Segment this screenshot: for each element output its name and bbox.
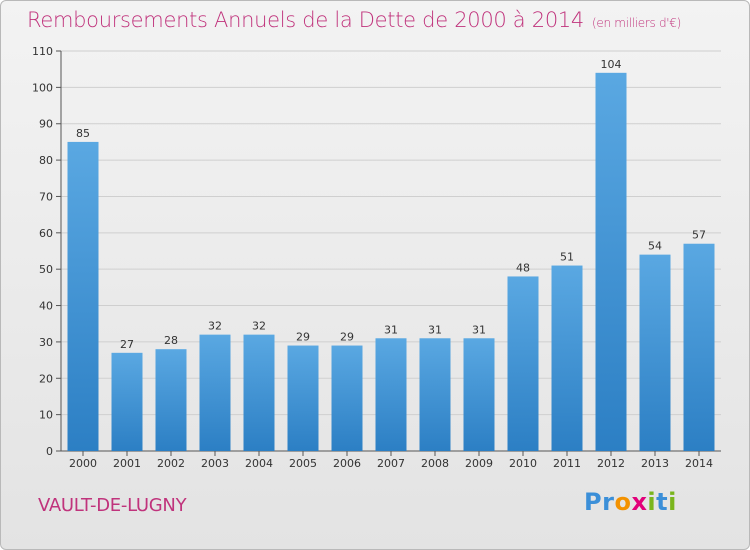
x-tick-label: 2003 (201, 457, 229, 470)
x-tick-label: 2005 (289, 457, 317, 470)
logo-letter: r (602, 488, 615, 516)
bar (287, 345, 319, 451)
bar-value-label: 29 (340, 331, 354, 344)
logo-letter: P (584, 488, 603, 516)
y-tick-label: 110 (32, 45, 53, 58)
bar (375, 338, 407, 451)
x-tick-label: 2000 (69, 457, 97, 470)
bar-value-label: 27 (120, 338, 134, 351)
bar (243, 334, 275, 451)
x-tick-label: 2009 (465, 457, 493, 470)
chart-title: Remboursements Annuels de la Dette de 20… (27, 8, 681, 32)
y-tick-label: 10 (39, 409, 53, 422)
x-tick-label: 2010 (509, 457, 537, 470)
bar-value-label: 28 (164, 334, 178, 347)
bar-value-label: 32 (252, 320, 266, 333)
logo-letter: o (614, 488, 632, 516)
y-tick-label: 30 (39, 336, 53, 349)
bar-value-label: 29 (296, 331, 310, 344)
bar (67, 141, 99, 451)
x-tick-label: 2008 (421, 457, 449, 470)
y-tick-label: 40 (39, 300, 53, 313)
x-tick-label: 2001 (113, 457, 141, 470)
bar-value-label: 104 (601, 58, 622, 71)
bar-value-label: 85 (76, 127, 90, 140)
y-tick-label: 70 (39, 190, 53, 203)
bar-value-label: 32 (208, 320, 222, 333)
y-tick-label: 60 (39, 227, 53, 240)
bar-value-label: 57 (692, 229, 706, 242)
logo-letter: i (647, 488, 657, 516)
bar (463, 338, 495, 451)
bar (155, 349, 187, 451)
logo-letter: x (631, 488, 648, 516)
x-tick-label: 2013 (641, 457, 669, 470)
x-tick-label: 2007 (377, 457, 405, 470)
bar-value-label: 51 (560, 251, 574, 264)
bar (507, 276, 539, 451)
bar (683, 243, 715, 451)
y-tick-label: 20 (39, 372, 53, 385)
chart-subtitle: (en milliers d'€) (592, 16, 682, 30)
bar-value-label: 54 (648, 240, 662, 253)
proxiti-logo: Proxiti (584, 488, 677, 516)
x-tick-label: 2014 (685, 457, 713, 470)
bar (595, 72, 627, 452)
logo-letter: t (656, 488, 669, 516)
x-tick-label: 2002 (157, 457, 185, 470)
title-text: Remboursements Annuels de la Dette de 20… (27, 8, 584, 32)
bar (111, 352, 143, 451)
y-tick-label: 50 (39, 263, 53, 276)
bar (551, 265, 583, 451)
x-tick-label: 2006 (333, 457, 361, 470)
x-tick-label: 2012 (597, 457, 625, 470)
logo-letter: i (668, 488, 677, 516)
place-name: VAULT-DE-LUGNY (38, 495, 187, 516)
y-tick-label: 100 (32, 81, 53, 94)
bar (419, 338, 451, 451)
bar (331, 345, 363, 451)
x-tick-label: 2011 (553, 457, 581, 470)
bar-value-label: 31 (384, 323, 398, 336)
bar (199, 334, 231, 451)
x-tick-label: 2004 (245, 457, 273, 470)
bar-value-label: 31 (472, 323, 486, 336)
bar-value-label: 48 (516, 261, 530, 274)
bar-value-label: 31 (428, 323, 442, 336)
y-tick-label: 80 (39, 154, 53, 167)
bar (639, 254, 671, 451)
y-tick-label: 0 (46, 445, 53, 458)
y-tick-label: 90 (39, 118, 53, 131)
